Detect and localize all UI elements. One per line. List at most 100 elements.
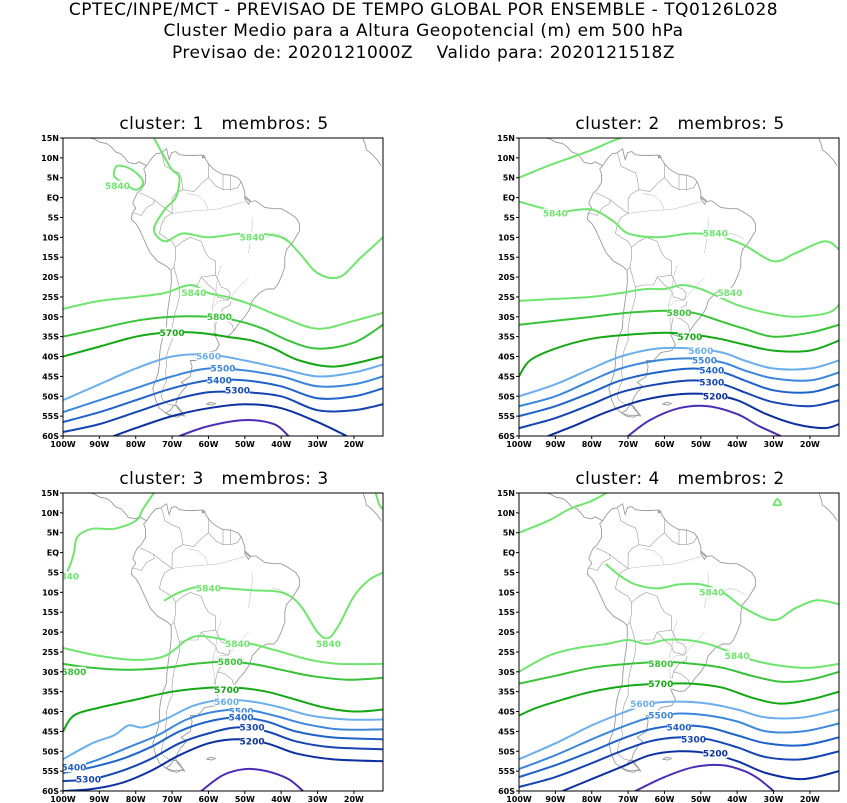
coastline: [621, 759, 642, 772]
contour-5200: [63, 738, 383, 791]
country-border: [217, 671, 235, 686]
river: [628, 201, 701, 214]
lat-tick-label: 10N: [41, 509, 59, 518]
lat-tick-label: 15S: [498, 608, 515, 617]
contour-5840: [519, 493, 608, 534]
contour-label-bg: [699, 377, 724, 388]
coastline: [657, 154, 662, 159]
contour-label-bg: [207, 375, 232, 386]
coastline: [700, 195, 707, 205]
contour-5840: [772, 498, 782, 507]
lat-tick-label: 45S: [498, 372, 515, 381]
figure-title-line-2: Cluster Medio para a Altura Geopotencial…: [163, 21, 684, 41]
river: [667, 276, 705, 308]
contour-label-5500: 5500: [210, 365, 235, 375]
contour-5600: [63, 698, 383, 761]
country-border: [609, 554, 632, 626]
contour-label-5800: 5800: [648, 660, 673, 670]
lat-tick-label: 25S: [42, 293, 59, 302]
contour-label-5500: 5500: [692, 357, 717, 367]
contour-label-5600: 5600: [196, 353, 221, 363]
lat-tick-label: 30S: [498, 668, 515, 677]
country-border: [132, 192, 155, 216]
contour-5840: [519, 138, 622, 179]
contour-label-bg: [316, 638, 341, 649]
river: [172, 201, 245, 214]
map-plot-area: 5840 5840 5800 5700 5600 5500 5400 5300 5200: [519, 493, 839, 791]
contour-label-bg: [703, 228, 728, 239]
contour-label-bg: [688, 345, 713, 356]
contour-label-bg: [229, 706, 254, 717]
country-border: [132, 547, 155, 571]
lat-tick-label: 45S: [42, 372, 59, 381]
lat-tick-label: 10N: [497, 509, 515, 518]
contour-label-bg: [648, 710, 673, 721]
lat-tick-label: EQ: [503, 194, 515, 203]
lat-tick-label: 35S: [498, 333, 515, 342]
lat-tick-label: 60S: [498, 432, 515, 441]
contour-label-bg: [699, 587, 724, 598]
country-border: [208, 177, 242, 190]
contour-label-5840: 5840: [543, 210, 568, 220]
lat-tick-label: 45S: [42, 727, 59, 736]
lat-tick-label: 5S: [504, 568, 516, 577]
river: [667, 631, 705, 663]
lat-tick-label: 20S: [498, 628, 515, 637]
lat-tick-label: 15S: [42, 253, 59, 262]
country-border: [182, 163, 209, 192]
map-frame: [518, 137, 840, 437]
river: [172, 556, 245, 569]
lon-tick-label: 30W: [308, 795, 328, 803]
contour-label-bg: [229, 712, 254, 723]
contour-label-bg: [240, 736, 265, 747]
contour-label-5700: 5700: [648, 680, 673, 690]
lon-tick-label: 30W: [308, 440, 328, 449]
lat-tick-label: 15S: [42, 608, 59, 617]
contour-label-bg: [225, 385, 250, 396]
contour-label-5400: 5400: [699, 367, 724, 377]
contour-5600: [63, 353, 383, 402]
contour-5300: [519, 736, 839, 788]
coastline: [586, 503, 756, 773]
lat-tick-label: 55S: [42, 412, 59, 421]
country-border: [160, 152, 184, 214]
contour-label-bg: [214, 684, 239, 695]
lon-tick-label: 60W: [198, 440, 218, 449]
lat-tick-label: 35S: [498, 688, 515, 697]
contour-label-bg: [63, 571, 79, 582]
contour-label-5400: 5400: [61, 763, 86, 773]
lat-tick-label: 50S: [498, 747, 515, 756]
contour-label-bg: [63, 762, 86, 773]
contour-label-bg: [240, 722, 265, 733]
lat-tick-label: 15N: [497, 489, 515, 498]
coastline: [586, 148, 756, 418]
country-border: [616, 152, 640, 214]
contour-5800: [519, 660, 839, 685]
contour-label-5840: 5840: [699, 589, 724, 599]
contour-label-bg: [648, 658, 673, 669]
country-border: [160, 507, 184, 569]
river: [642, 193, 665, 211]
coastline: [362, 138, 382, 167]
lat-tick-label: 15N: [497, 134, 515, 143]
contour-5700: [63, 331, 383, 368]
lon-tick-label: 20W: [800, 440, 820, 449]
lat-tick-label: 50S: [498, 392, 515, 401]
contour-label-bg: [211, 363, 235, 374]
contour-label-5840: 5840: [717, 289, 742, 299]
panel-3-title: cluster: 3 membros: 3: [119, 469, 329, 489]
contour-label-5840: 5840: [54, 573, 79, 583]
country-border: [664, 532, 698, 545]
contour-label-5400: 5400: [207, 377, 232, 387]
contour-5200: [561, 750, 839, 791]
contour-5840: [63, 493, 155, 582]
coastline: [662, 756, 673, 761]
country-border: [153, 554, 176, 626]
map-plot-area: 5840584058405840580058005700560055005400…: [54, 493, 383, 791]
lat-tick-label: EQ: [47, 194, 59, 203]
lon-tick-label: 20W: [344, 795, 364, 803]
contour-5840: [374, 493, 383, 510]
lat-tick-label: 20S: [498, 273, 515, 282]
